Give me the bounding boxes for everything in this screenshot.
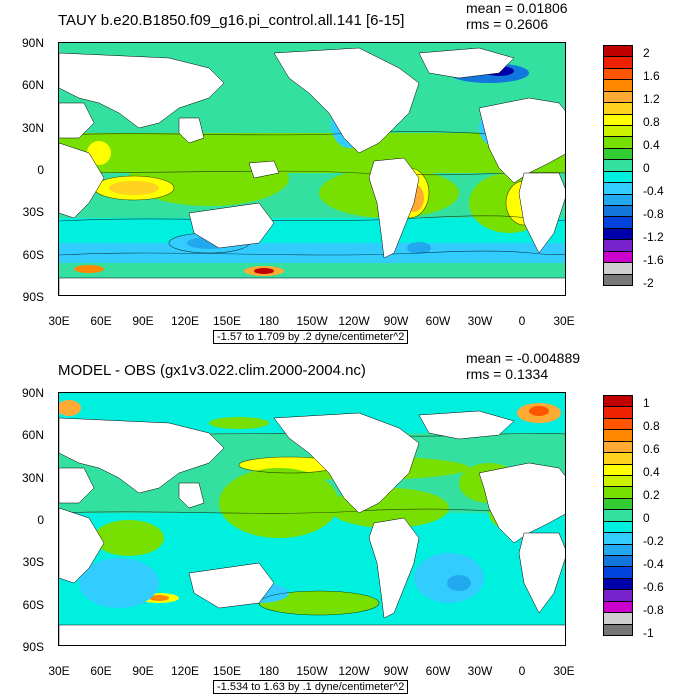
colorbar-label: -1	[643, 626, 654, 640]
colorbar-label: 2	[643, 46, 650, 60]
lat-label: 30S	[22, 205, 44, 219]
map-field	[59, 43, 565, 295]
colorbar-label: -0.8	[643, 207, 664, 221]
colorbar-label: -0.6	[643, 580, 664, 594]
colorbar-label: 1.2	[643, 92, 660, 106]
map-plot	[58, 42, 566, 296]
colorbar-label: 0.8	[643, 115, 660, 129]
colorbar-label: 0	[643, 511, 650, 525]
colorbar-label: -1.6	[643, 253, 664, 267]
lon-label: 30E	[553, 664, 575, 678]
panel-title: MODEL - OBS (gx1v3.022.clim.2000-2004.nc…	[58, 362, 366, 379]
lon-label: 90E	[132, 314, 154, 328]
rms-value: rms = 0.1334	[466, 366, 549, 382]
lat-label: 30N	[21, 471, 44, 485]
panel-title: TAUY b.e20.B1850.f09_g16.pi_control.all.…	[58, 12, 405, 29]
colorbar-swatch	[603, 273, 633, 286]
colorbar-label: 0.6	[643, 442, 660, 456]
lon-label: 120E	[170, 664, 200, 678]
panel-model-minus-obs: MODEL - OBS (gx1v3.022.clim.2000-2004.nc…	[0, 350, 700, 700]
lat-label: 60S	[22, 598, 44, 612]
lat-label: 0	[37, 513, 44, 527]
lon-label: 90W	[383, 314, 409, 328]
colorbar-label: 0.4	[643, 138, 660, 152]
lon-label: 90E	[132, 664, 154, 678]
colorbar	[603, 395, 633, 636]
colorbar-label: -1.2	[643, 230, 664, 244]
lon-label: 60E	[90, 314, 112, 328]
lat-label: 0	[37, 163, 44, 177]
mean-value: mean = -0.004889	[466, 350, 581, 366]
colorbar-label: 0.2	[643, 488, 660, 502]
lat-label: 90N	[21, 36, 44, 50]
lon-label: 120W	[338, 314, 370, 328]
lon-label: 150E	[212, 314, 242, 328]
contour-range-label: -1.57 to 1.709 by .2 dyne/centimeter^2	[213, 330, 409, 344]
map-field	[59, 393, 565, 645]
colorbar-label: 0	[643, 161, 650, 175]
colorbar-label: -0.8	[643, 603, 664, 617]
lon-label: 30E	[48, 664, 70, 678]
lon-label: 30E	[553, 314, 575, 328]
lat-label: 60N	[21, 428, 44, 442]
contour-range-label: -1.534 to 1.63 by .1 dyne/centimeter^2	[213, 680, 409, 694]
lon-label: 180	[258, 314, 280, 328]
colorbar-label: 1.6	[643, 69, 660, 83]
lon-label: 60E	[90, 664, 112, 678]
lon-label: 0	[518, 664, 526, 678]
lat-label: 90S	[22, 640, 44, 654]
colorbar-label: -0.4	[643, 184, 664, 198]
colorbar-label: 0.8	[643, 419, 660, 433]
lon-label: 30E	[48, 314, 70, 328]
lon-label: 0	[518, 314, 526, 328]
colorbar-label: 0.4	[643, 465, 660, 479]
lon-label: 90W	[383, 664, 409, 678]
lat-label: 60S	[22, 248, 44, 262]
lat-label: 60N	[21, 78, 44, 92]
lon-label: 150E	[212, 664, 242, 678]
lon-label: 120W	[338, 664, 370, 678]
lon-label: 150W	[296, 664, 328, 678]
rms-value: rms = 0.2606	[466, 16, 549, 32]
colorbar-label: 1	[643, 396, 650, 410]
lat-label: 30S	[22, 555, 44, 569]
lat-label: 90N	[21, 386, 44, 400]
lon-label: 150W	[296, 314, 328, 328]
mean-value: mean = 0.01806	[466, 0, 568, 16]
lon-label: 60W	[425, 664, 451, 678]
lon-label: 30W	[467, 664, 493, 678]
colorbar	[603, 45, 633, 286]
colorbar-label: -0.2	[643, 534, 664, 548]
lat-label: 90S	[22, 290, 44, 304]
lon-label: 120E	[170, 314, 200, 328]
colorbar-swatch	[603, 623, 633, 636]
colorbar-label: -0.4	[643, 557, 664, 571]
lon-label: 180	[258, 664, 280, 678]
panel-tauy: TAUY b.e20.B1850.f09_g16.pi_control.all.…	[21, 0, 664, 344]
colorbar-label: -2	[643, 276, 654, 290]
map-plot	[58, 392, 566, 646]
lon-label: 30W	[467, 314, 493, 328]
lat-label: 30N	[21, 121, 44, 135]
lon-label: 60W	[425, 314, 451, 328]
